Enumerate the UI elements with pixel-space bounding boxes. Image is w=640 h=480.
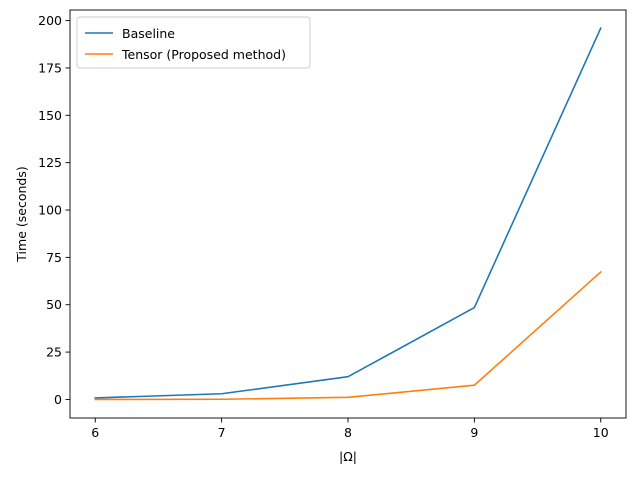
x-axis-label: |Ω| xyxy=(339,449,357,464)
series-layer xyxy=(94,27,602,401)
x-tick-label: 8 xyxy=(344,425,352,440)
x-tick-label: 10 xyxy=(593,425,609,440)
x-axis: 6 7 8 9 10 xyxy=(91,418,609,440)
y-tick-label: 25 xyxy=(46,345,62,360)
y-axis-label: Time (seconds) xyxy=(14,166,29,262)
legend-frame xyxy=(76,16,311,69)
y-tick-label: 100 xyxy=(38,203,62,218)
y-tick-label: 200 xyxy=(38,13,62,28)
x-tick-label: 9 xyxy=(470,425,478,440)
y-tick-label: 175 xyxy=(38,60,62,75)
series-line-baseline xyxy=(94,27,602,399)
series-line-tensor xyxy=(94,270,602,401)
y-axis: 0 25 50 75 100 125 150 175 200 xyxy=(38,13,70,407)
x-tick-label: 6 xyxy=(91,425,99,440)
y-tick-label: 125 xyxy=(38,155,62,170)
legend: Baseline Tensor (Proposed method) xyxy=(76,16,311,69)
x-tick-label: 7 xyxy=(218,425,226,440)
y-tick-label: 0 xyxy=(54,392,62,407)
legend-label-baseline: Baseline xyxy=(122,26,175,41)
y-tick-label: 75 xyxy=(46,250,62,265)
y-tick-label: 50 xyxy=(46,297,62,312)
legend-label-tensor: Tensor (Proposed method) xyxy=(121,47,286,62)
y-tick-label: 150 xyxy=(38,108,62,123)
